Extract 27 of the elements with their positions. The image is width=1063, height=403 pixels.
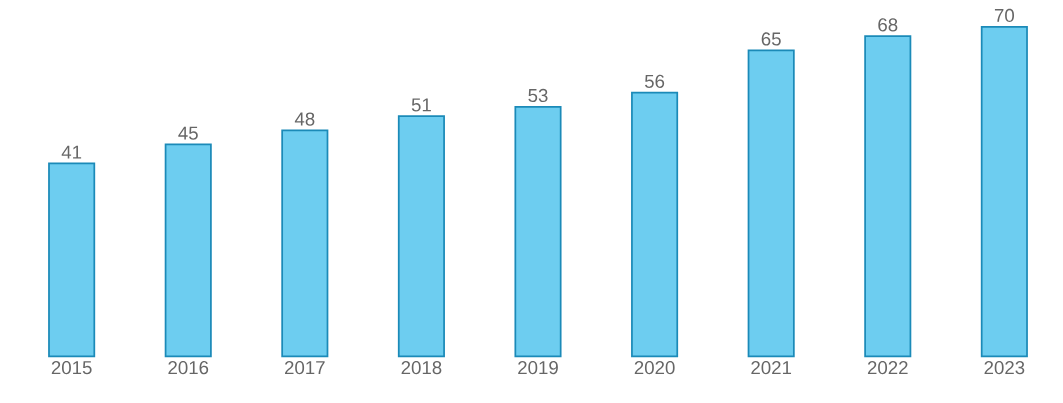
x-tick-label: 2020 — [634, 361, 675, 375]
x-tick-label: 2019 — [518, 361, 558, 375]
bar — [980, 25, 1028, 358]
bar — [514, 105, 562, 358]
data-label: 41 — [61, 145, 82, 159]
data-label: 53 — [528, 88, 548, 103]
x-tick-label: 2022 — [867, 361, 908, 375]
data-label: 70 — [994, 8, 1015, 23]
data-label: 51 — [411, 98, 431, 112]
x-tick-label: 2023 — [984, 361, 1025, 375]
x-tick-label: 2021 — [751, 361, 792, 375]
x-tick-label: 2015 — [51, 361, 92, 375]
data-label: 65 — [761, 32, 781, 46]
bar — [747, 49, 795, 358]
bar — [48, 162, 96, 358]
bar — [864, 35, 912, 358]
data-label: 48 — [294, 112, 315, 126]
bar — [397, 115, 445, 358]
bar — [281, 129, 329, 358]
bar — [631, 91, 679, 358]
x-tick-label: 2018 — [401, 361, 442, 375]
data-label: 56 — [644, 74, 665, 88]
x-tick-label: 2016 — [168, 361, 209, 375]
data-label: 68 — [878, 18, 898, 32]
x-tick-label: 2017 — [285, 361, 325, 375]
bar — [164, 143, 212, 358]
data-label: 45 — [178, 126, 198, 140]
